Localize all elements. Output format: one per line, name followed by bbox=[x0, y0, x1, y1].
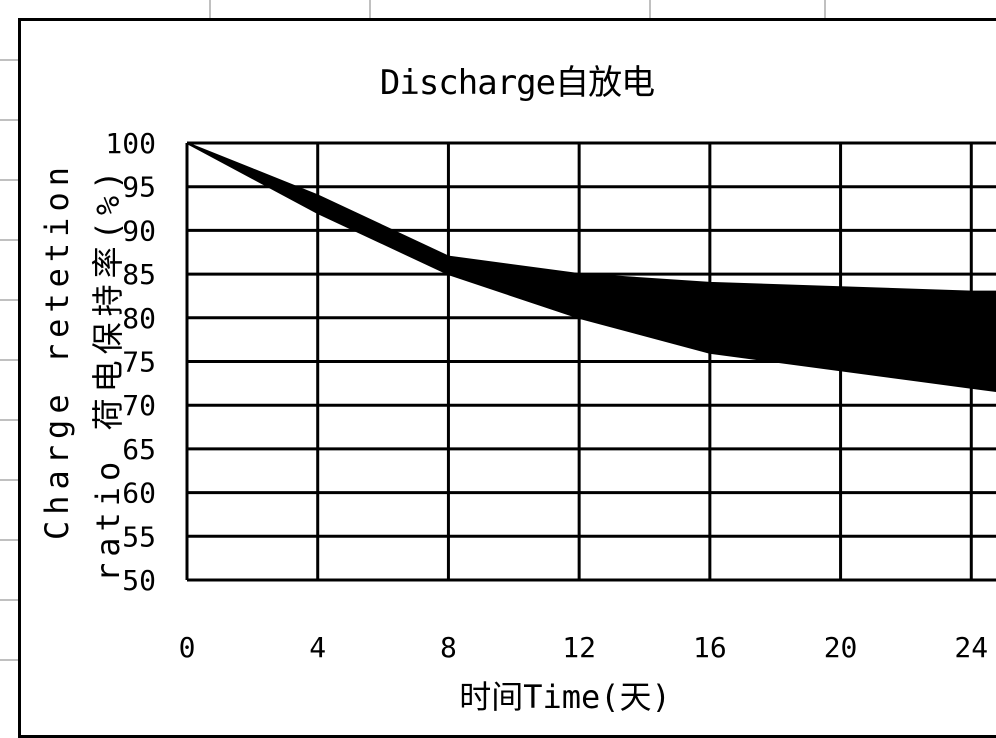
y-tick-label-3: 65 bbox=[122, 433, 156, 466]
x-tick-label-4: 16 bbox=[693, 631, 727, 664]
horizontal-gridlines bbox=[187, 141, 996, 582]
y-tick-label-5: 75 bbox=[122, 346, 156, 379]
discharge-band bbox=[186, 142, 996, 393]
y-tick-label-1: 55 bbox=[122, 520, 156, 553]
y-tick-label-0: 50 bbox=[122, 564, 156, 597]
x-tick-labels: 0481216202428 bbox=[179, 631, 989, 664]
x-tick-label-1: 4 bbox=[309, 631, 326, 664]
y-tick-label-2: 60 bbox=[122, 477, 156, 510]
x-tick-label-2: 8 bbox=[440, 631, 457, 664]
y-tick-label-6: 80 bbox=[122, 302, 156, 335]
discharge-band-area bbox=[186, 142, 996, 393]
y-tick-label-10: 100 bbox=[105, 127, 156, 160]
y-tick-label-9: 95 bbox=[122, 171, 156, 204]
y-tick-label-4: 70 bbox=[122, 389, 156, 422]
y-tick-label-8: 90 bbox=[122, 214, 156, 247]
x-axis-title: 时间Time(天) bbox=[459, 678, 671, 716]
y-tick-label-7: 85 bbox=[122, 258, 156, 291]
x-tick-label-0: 0 bbox=[179, 631, 196, 664]
x-tick-label-5: 20 bbox=[824, 631, 858, 664]
chart-title: Discharge自放电 bbox=[379, 63, 655, 103]
chart-frame[interactable] bbox=[18, 18, 996, 738]
x-tick-label-6: 24 bbox=[954, 631, 988, 664]
y-tick-labels: 50 55 60 65 70 75 80 85 90 95 100 bbox=[105, 127, 156, 597]
x-tick-label-3: 12 bbox=[562, 631, 596, 664]
